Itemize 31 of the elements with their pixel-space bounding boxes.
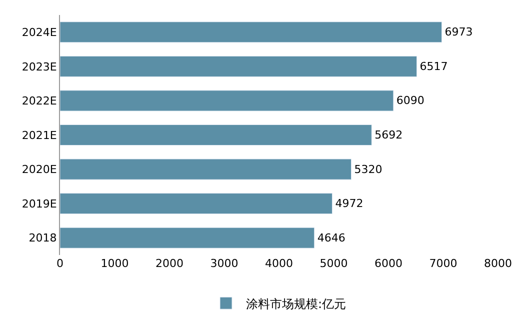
y-tick-label: 2021E — [22, 128, 57, 142]
x-tick-label: 6000 — [374, 257, 402, 270]
x-tick-label: 8000 — [484, 257, 512, 270]
data-label: 5692 — [374, 128, 403, 142]
y-tick-label: 2024E — [22, 26, 57, 39]
x-tick-label: 5000 — [320, 257, 348, 270]
y-tick-label: 2018 — [28, 232, 57, 245]
bar — [60, 124, 372, 146]
x-tick-label: 1000 — [100, 257, 129, 270]
bar — [60, 22, 442, 43]
x-tick-label: 2000 — [156, 257, 184, 270]
y-tick-label: 2020E — [22, 163, 57, 176]
y-tick-label: 2019E — [22, 197, 57, 210]
x-tick-label: 7000 — [429, 257, 458, 270]
y-tick-label: 2023E — [22, 60, 57, 74]
bar — [60, 158, 352, 180]
bar — [60, 56, 418, 77]
bar — [60, 227, 315, 248]
bar — [60, 193, 332, 214]
legend-label: 涂料市场规模:亿元 — [246, 296, 346, 311]
data-label: 4646 — [317, 231, 346, 244]
x-tick-label: 4000 — [265, 257, 293, 270]
data-label: 6517 — [420, 60, 448, 73]
data-label: 5320 — [354, 162, 382, 176]
x-tick-label: 0 — [56, 257, 64, 270]
data-label: 6090 — [396, 94, 424, 108]
data-label: 6973 — [444, 26, 473, 39]
bar — [60, 90, 394, 112]
y-tick-label: 2022E — [22, 94, 57, 108]
x-tick-label: 3000 — [210, 257, 238, 270]
data-label: 4972 — [335, 197, 364, 210]
